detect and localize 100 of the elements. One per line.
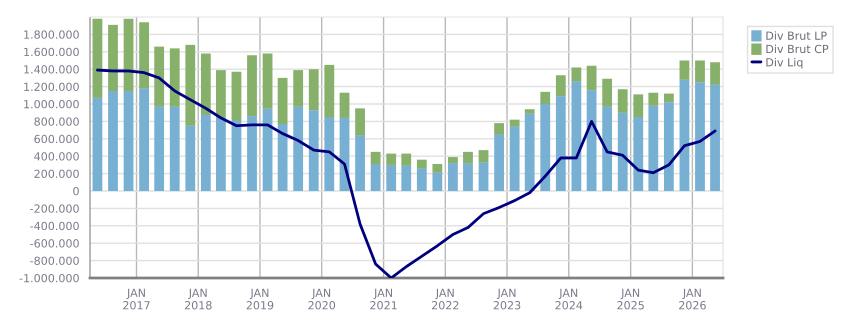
bar [386, 164, 396, 191]
y-tick-label: 1.600.000 [24, 48, 79, 56]
bar [200, 54, 211, 114]
bar [710, 84, 720, 191]
y-tick-label: -800.000 [30, 256, 79, 265]
bar [524, 109, 535, 114]
bar [540, 104, 550, 191]
bar [154, 46, 164, 107]
bar [92, 98, 102, 191]
bar [262, 108, 272, 191]
bar [386, 154, 396, 165]
x-tick-label: JAN 2020 [308, 288, 336, 310]
bar [216, 117, 226, 191]
bar [664, 102, 674, 191]
bar [355, 108, 365, 136]
x-tick-label: JAN 2021 [370, 288, 397, 310]
bar [355, 135, 365, 191]
bar [618, 89, 628, 113]
y-tick-label: 400.000 [34, 152, 79, 161]
bar [571, 81, 582, 191]
bar [278, 78, 288, 124]
x-tick-label: JAN 2017 [123, 288, 150, 310]
x-tick-label: JAN 2026 [679, 288, 706, 310]
bar [432, 164, 442, 173]
bar [401, 154, 412, 166]
bar [232, 72, 242, 121]
bar [556, 75, 566, 96]
y-tick-label: 600.000 [34, 134, 79, 144]
bar [278, 124, 288, 191]
bar [170, 106, 180, 191]
bar [540, 92, 550, 104]
bar [185, 126, 196, 191]
bar [633, 94, 644, 118]
bar [633, 117, 644, 191]
bar [586, 66, 596, 90]
x-tick-label: JAN 2023 [494, 288, 520, 310]
bar [463, 152, 473, 164]
bar [416, 168, 427, 191]
y-tick-label: 1.200.000 [24, 82, 79, 91]
bar [556, 96, 566, 191]
bar [124, 90, 134, 191]
bar [710, 62, 720, 85]
y-tick-label: 200.000 [34, 170, 79, 178]
line-series [96, 68, 716, 278]
bar [247, 116, 257, 191]
bar [680, 60, 690, 80]
y-tick-label: 1.400.000 [24, 65, 79, 74]
bar [108, 90, 118, 191]
bar [308, 69, 319, 110]
bar [478, 150, 488, 162]
y-tick-label: -600.000 [30, 239, 79, 248]
y-tick-label: -200.000 [30, 204, 79, 213]
bar [293, 70, 304, 107]
bar [262, 54, 272, 108]
x-tick-label: JAN 2024 [555, 288, 582, 310]
bar [571, 67, 582, 82]
bar [602, 78, 612, 107]
bar [463, 163, 473, 191]
bar [510, 120, 520, 127]
bar [324, 64, 334, 118]
bar [524, 114, 535, 191]
bar [648, 92, 658, 106]
bar [340, 92, 350, 118]
bar [494, 134, 504, 191]
bar [448, 157, 458, 164]
bar [586, 90, 596, 191]
bar [618, 112, 628, 191]
bar [139, 22, 150, 88]
bar [232, 120, 242, 191]
bar [293, 106, 304, 191]
legend-label: Div Brut CP [766, 44, 828, 54]
bar [108, 24, 118, 91]
y-tick-label: 800.000 [34, 117, 79, 126]
bar [432, 172, 442, 191]
bar [154, 106, 164, 191]
bar [139, 88, 150, 191]
bar [170, 48, 180, 107]
bar [324, 117, 334, 191]
bar [370, 164, 381, 191]
legend-label: Div Liq [766, 58, 802, 69]
bar [200, 114, 211, 191]
x-tick-label: JAN 2018 [184, 288, 212, 310]
x-tick-label: JAN 2025 [617, 288, 644, 310]
x-tick-label: JAN 2019 [246, 288, 274, 310]
y-tick-label: -1.000.000 [20, 274, 79, 282]
y-tick-label: -400.000 [30, 222, 79, 230]
bar [510, 126, 520, 191]
bar [478, 162, 488, 191]
bar [416, 160, 427, 168]
bar [247, 55, 257, 116]
bar [648, 106, 658, 191]
bar [664, 94, 674, 102]
bar [124, 18, 134, 91]
bar [680, 80, 690, 191]
bar [448, 163, 458, 191]
y-tick-label: 1.000.000 [24, 100, 79, 108]
bar [216, 70, 226, 118]
legend-label: Div Brut LP [766, 31, 827, 40]
bar [695, 60, 705, 82]
y-tick-label: 1.800.000 [24, 30, 79, 39]
